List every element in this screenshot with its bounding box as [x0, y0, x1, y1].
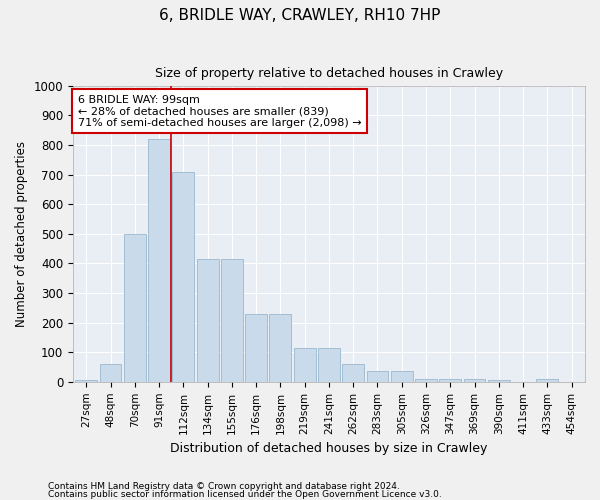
Bar: [124, 234, 146, 382]
Bar: [415, 379, 437, 382]
Bar: [391, 372, 413, 382]
Bar: [172, 172, 194, 382]
Title: Size of property relative to detached houses in Crawley: Size of property relative to detached ho…: [155, 68, 503, 80]
Bar: [269, 314, 292, 382]
Text: 6, BRIDLE WAY, CRAWLEY, RH10 7HP: 6, BRIDLE WAY, CRAWLEY, RH10 7HP: [160, 8, 440, 22]
Bar: [221, 259, 243, 382]
Bar: [318, 348, 340, 382]
Bar: [76, 380, 97, 382]
Bar: [536, 380, 559, 382]
Bar: [245, 314, 267, 382]
Bar: [294, 348, 316, 382]
Bar: [464, 379, 485, 382]
Text: Contains HM Land Registry data © Crown copyright and database right 2024.: Contains HM Land Registry data © Crown c…: [48, 482, 400, 491]
Bar: [488, 380, 510, 382]
Bar: [342, 364, 364, 382]
Bar: [100, 364, 121, 382]
Bar: [367, 372, 388, 382]
Text: 6 BRIDLE WAY: 99sqm
← 28% of detached houses are smaller (839)
71% of semi-detac: 6 BRIDLE WAY: 99sqm ← 28% of detached ho…: [78, 94, 362, 128]
Bar: [197, 259, 218, 382]
X-axis label: Distribution of detached houses by size in Crawley: Distribution of detached houses by size …: [170, 442, 488, 455]
Bar: [439, 379, 461, 382]
Y-axis label: Number of detached properties: Number of detached properties: [15, 141, 28, 327]
Bar: [148, 139, 170, 382]
Text: Contains public sector information licensed under the Open Government Licence v3: Contains public sector information licen…: [48, 490, 442, 499]
